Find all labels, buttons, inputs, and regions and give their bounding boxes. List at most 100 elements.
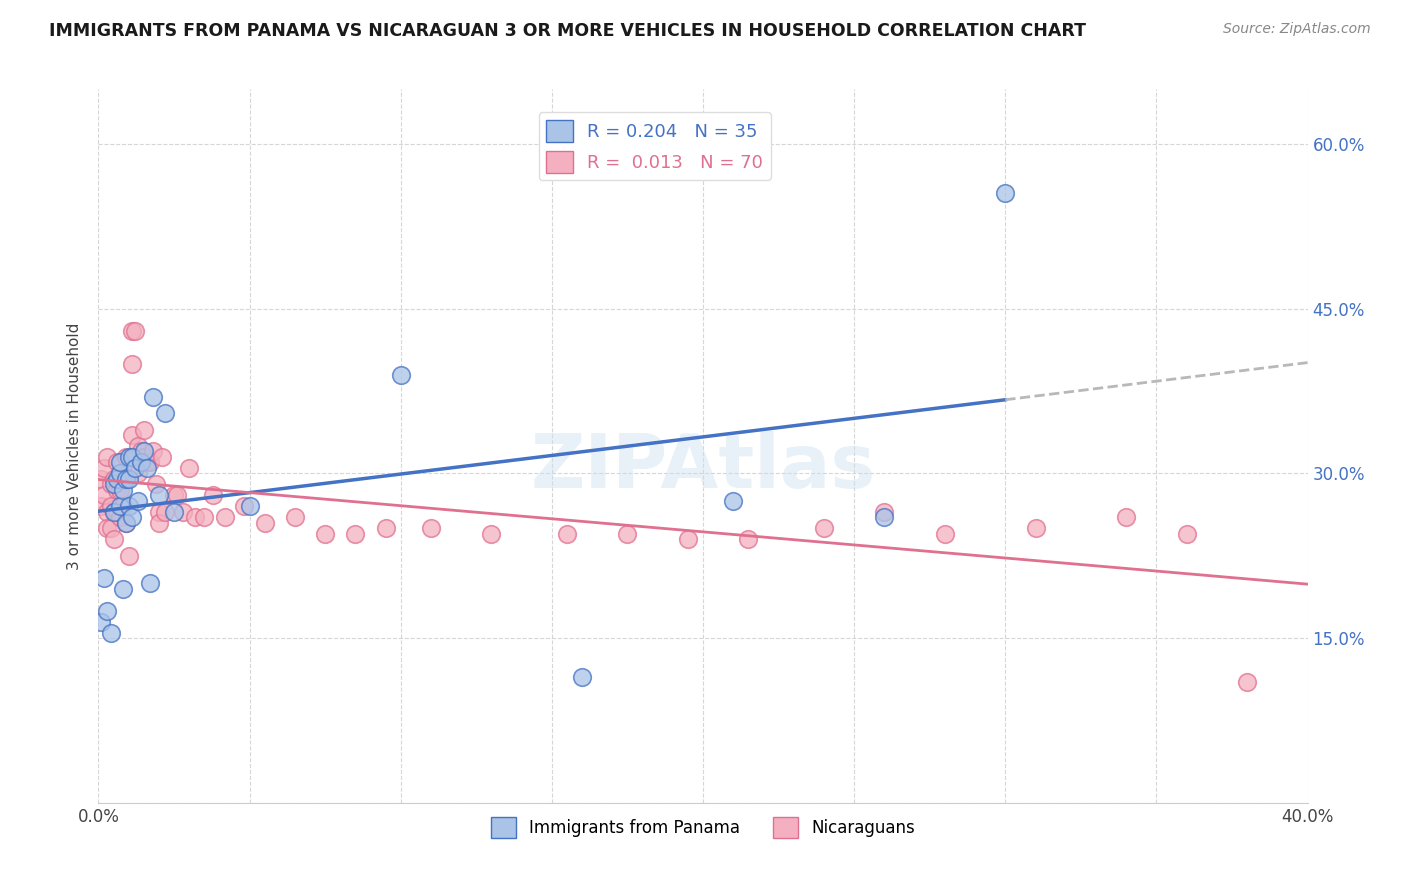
Point [142, 390, 165, 404]
Point [934, 526, 956, 541]
Point [103, 505, 125, 519]
Point [118, 472, 141, 486]
Point [93, 571, 115, 585]
Point [108, 500, 131, 514]
Point [114, 516, 136, 530]
Point [108, 483, 131, 497]
Point [93, 488, 115, 502]
Point [111, 500, 134, 514]
Point [153, 406, 176, 420]
Point [994, 186, 1017, 201]
Point [1115, 510, 1137, 524]
Point [105, 472, 128, 486]
Point [873, 505, 896, 519]
Point [284, 510, 307, 524]
Text: Source: ZipAtlas.com: Source: ZipAtlas.com [1223, 22, 1371, 37]
Point [111, 472, 134, 486]
Point [103, 505, 125, 519]
Point [163, 488, 186, 502]
Point [148, 516, 170, 530]
Point [96, 604, 118, 618]
Point [118, 500, 141, 514]
Point [135, 455, 157, 469]
Point [676, 533, 699, 547]
Point [93, 461, 115, 475]
Y-axis label: 3 or more Vehicles in Household: 3 or more Vehicles in Household [67, 322, 83, 570]
Point [108, 467, 131, 481]
Point [142, 444, 165, 458]
Point [172, 505, 194, 519]
Point [100, 500, 122, 514]
Point [118, 450, 141, 464]
Point [118, 467, 141, 481]
Point [90, 615, 112, 629]
Point [114, 472, 136, 486]
Point [127, 439, 149, 453]
Point [873, 510, 896, 524]
Point [153, 505, 176, 519]
Point [121, 510, 143, 524]
Point [145, 477, 167, 491]
Point [121, 324, 143, 338]
Point [184, 510, 207, 524]
Point [1175, 526, 1198, 541]
Point [118, 549, 141, 563]
Point [616, 526, 638, 541]
Point [344, 526, 367, 541]
Point [103, 472, 125, 486]
Point [737, 533, 759, 547]
Point [124, 461, 146, 475]
Point [374, 521, 396, 535]
Point [96, 521, 118, 535]
Point [114, 450, 136, 464]
Point [103, 477, 125, 491]
Point [571, 669, 593, 683]
Point [100, 521, 122, 535]
Point [389, 368, 412, 382]
Point [100, 625, 122, 640]
Point [139, 455, 162, 469]
Point [105, 455, 128, 469]
Point [813, 521, 835, 535]
Point [111, 483, 134, 497]
Point [100, 477, 122, 491]
Point [179, 461, 201, 475]
Point [114, 516, 136, 530]
Point [127, 494, 149, 508]
Point [103, 533, 125, 547]
Point [121, 428, 143, 442]
Point [420, 521, 443, 535]
Point [121, 357, 143, 371]
Point [150, 450, 173, 464]
Point [96, 450, 118, 464]
Point [111, 582, 134, 596]
Point [202, 488, 225, 502]
Point [1024, 521, 1046, 535]
Point [96, 505, 118, 519]
Text: IMMIGRANTS FROM PANAMA VS NICARAGUAN 3 OR MORE VEHICLES IN HOUSEHOLD CORRELATION: IMMIGRANTS FROM PANAMA VS NICARAGUAN 3 O… [49, 22, 1087, 40]
Point [108, 455, 131, 469]
Point [1236, 675, 1258, 690]
Point [148, 488, 170, 502]
Point [163, 505, 186, 519]
Point [723, 494, 745, 508]
Point [124, 450, 146, 464]
Point [124, 324, 146, 338]
Point [129, 455, 152, 469]
Point [108, 467, 131, 481]
Point [121, 450, 143, 464]
Point [132, 423, 155, 437]
Point [108, 510, 131, 524]
Point [135, 461, 157, 475]
Point [148, 505, 170, 519]
Point [239, 500, 262, 514]
Point [105, 483, 128, 497]
Point [129, 444, 152, 458]
Point [481, 526, 503, 541]
Point [232, 500, 254, 514]
Legend: Immigrants from Panama, Nicaraguans: Immigrants from Panama, Nicaraguans [484, 811, 922, 845]
Point [314, 526, 336, 541]
Point [105, 505, 128, 519]
Point [193, 510, 215, 524]
Point [253, 516, 276, 530]
